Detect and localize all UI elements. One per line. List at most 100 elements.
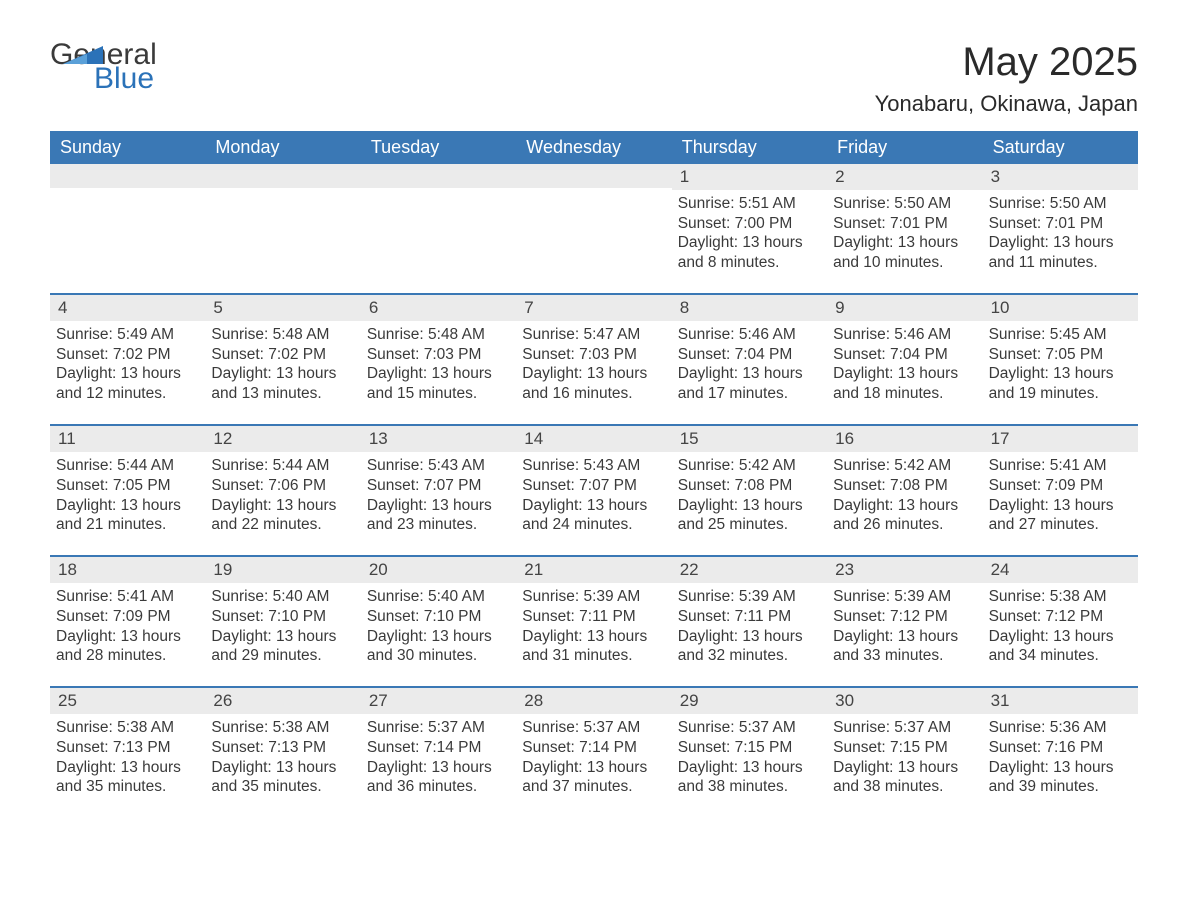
day-cell: 27Sunrise: 5:37 AMSunset: 7:14 PMDayligh… xyxy=(361,688,516,803)
sunrise-line: Sunrise: 5:49 AM xyxy=(56,325,199,345)
day-number: 15 xyxy=(672,426,827,452)
daylight-line-1: Daylight: 13 hours xyxy=(56,627,199,647)
sunrise-line: Sunrise: 5:48 AM xyxy=(367,325,510,345)
day-cell: 29Sunrise: 5:37 AMSunset: 7:15 PMDayligh… xyxy=(672,688,827,803)
day-cell: 13Sunrise: 5:43 AMSunset: 7:07 PMDayligh… xyxy=(361,426,516,541)
sunset-line: Sunset: 7:13 PM xyxy=(211,738,354,758)
sunrise-line: Sunrise: 5:43 AM xyxy=(367,456,510,476)
day-cell: 6Sunrise: 5:48 AMSunset: 7:03 PMDaylight… xyxy=(361,295,516,410)
sunset-line: Sunset: 7:15 PM xyxy=(678,738,821,758)
page-root: General Blue May 2025 Yonabaru, Okinawa,… xyxy=(0,0,1188,843)
day-cell: 8Sunrise: 5:46 AMSunset: 7:04 PMDaylight… xyxy=(672,295,827,410)
sunset-line: Sunset: 7:09 PM xyxy=(989,476,1132,496)
daylight-line-1: Daylight: 13 hours xyxy=(989,627,1132,647)
day-cell: 7Sunrise: 5:47 AMSunset: 7:03 PMDaylight… xyxy=(516,295,671,410)
sunrise-line: Sunrise: 5:39 AM xyxy=(678,587,821,607)
day-cell: 17Sunrise: 5:41 AMSunset: 7:09 PMDayligh… xyxy=(983,426,1138,541)
daylight-line-1: Daylight: 13 hours xyxy=(678,364,821,384)
empty-cell xyxy=(205,164,360,279)
sunrise-line: Sunrise: 5:42 AM xyxy=(833,456,976,476)
day-body: Sunrise: 5:44 AMSunset: 7:06 PMDaylight:… xyxy=(205,452,360,541)
dow-wednesday: Wednesday xyxy=(516,131,671,164)
sunset-line: Sunset: 7:09 PM xyxy=(56,607,199,627)
brand-line2: Blue xyxy=(94,64,157,94)
daylight-line-2: and 11 minutes. xyxy=(989,253,1132,273)
daylight-line-1: Daylight: 13 hours xyxy=(678,758,821,778)
day-body: Sunrise: 5:38 AMSunset: 7:13 PMDaylight:… xyxy=(205,714,360,803)
week-row: 18Sunrise: 5:41 AMSunset: 7:09 PMDayligh… xyxy=(50,555,1138,672)
sunrise-line: Sunrise: 5:39 AM xyxy=(522,587,665,607)
sunrise-line: Sunrise: 5:46 AM xyxy=(833,325,976,345)
sunrise-line: Sunrise: 5:43 AM xyxy=(522,456,665,476)
sunset-line: Sunset: 7:10 PM xyxy=(211,607,354,627)
day-body: Sunrise: 5:48 AMSunset: 7:02 PMDaylight:… xyxy=(205,321,360,410)
day-number: 24 xyxy=(983,557,1138,583)
daylight-line-2: and 17 minutes. xyxy=(678,384,821,404)
day-body: Sunrise: 5:46 AMSunset: 7:04 PMDaylight:… xyxy=(672,321,827,410)
day-number: 31 xyxy=(983,688,1138,714)
dow-tuesday: Tuesday xyxy=(361,131,516,164)
sunset-line: Sunset: 7:13 PM xyxy=(56,738,199,758)
day-cell: 15Sunrise: 5:42 AMSunset: 7:08 PMDayligh… xyxy=(672,426,827,541)
sunset-line: Sunset: 7:11 PM xyxy=(678,607,821,627)
day-cell: 12Sunrise: 5:44 AMSunset: 7:06 PMDayligh… xyxy=(205,426,360,541)
sunset-line: Sunset: 7:11 PM xyxy=(522,607,665,627)
week-row: 25Sunrise: 5:38 AMSunset: 7:13 PMDayligh… xyxy=(50,686,1138,803)
daylight-line-2: and 38 minutes. xyxy=(833,777,976,797)
daylight-line-2: and 39 minutes. xyxy=(989,777,1132,797)
sunrise-line: Sunrise: 5:41 AM xyxy=(56,587,199,607)
day-number: 23 xyxy=(827,557,982,583)
sunrise-line: Sunrise: 5:41 AM xyxy=(989,456,1132,476)
daylight-line-2: and 31 minutes. xyxy=(522,646,665,666)
daylight-line-2: and 24 minutes. xyxy=(522,515,665,535)
daylight-line-2: and 29 minutes. xyxy=(211,646,354,666)
daylight-line-1: Daylight: 13 hours xyxy=(678,233,821,253)
sunrise-line: Sunrise: 5:45 AM xyxy=(989,325,1132,345)
sunset-line: Sunset: 7:01 PM xyxy=(989,214,1132,234)
daylight-line-2: and 21 minutes. xyxy=(56,515,199,535)
day-cell: 25Sunrise: 5:38 AMSunset: 7:13 PMDayligh… xyxy=(50,688,205,803)
sunrise-line: Sunrise: 5:38 AM xyxy=(56,718,199,738)
day-cell: 16Sunrise: 5:42 AMSunset: 7:08 PMDayligh… xyxy=(827,426,982,541)
day-body: Sunrise: 5:37 AMSunset: 7:14 PMDaylight:… xyxy=(516,714,671,803)
sunrise-line: Sunrise: 5:38 AM xyxy=(211,718,354,738)
sunrise-line: Sunrise: 5:44 AM xyxy=(56,456,199,476)
day-cell: 10Sunrise: 5:45 AMSunset: 7:05 PMDayligh… xyxy=(983,295,1138,410)
daylight-line-1: Daylight: 13 hours xyxy=(833,758,976,778)
day-body: Sunrise: 5:42 AMSunset: 7:08 PMDaylight:… xyxy=(672,452,827,541)
day-number: 21 xyxy=(516,557,671,583)
daylight-line-2: and 26 minutes. xyxy=(833,515,976,535)
empty-cell xyxy=(361,164,516,279)
day-body: Sunrise: 5:48 AMSunset: 7:03 PMDaylight:… xyxy=(361,321,516,410)
sunrise-line: Sunrise: 5:42 AM xyxy=(678,456,821,476)
week-row: 4Sunrise: 5:49 AMSunset: 7:02 PMDaylight… xyxy=(50,293,1138,410)
day-number: 16 xyxy=(827,426,982,452)
day-body: Sunrise: 5:46 AMSunset: 7:04 PMDaylight:… xyxy=(827,321,982,410)
day-cell: 3Sunrise: 5:50 AMSunset: 7:01 PMDaylight… xyxy=(983,164,1138,279)
sunrise-line: Sunrise: 5:48 AM xyxy=(211,325,354,345)
weeks-container: 1Sunrise: 5:51 AMSunset: 7:00 PMDaylight… xyxy=(50,164,1138,803)
daylight-line-1: Daylight: 13 hours xyxy=(211,758,354,778)
day-number: 20 xyxy=(361,557,516,583)
day-cell: 26Sunrise: 5:38 AMSunset: 7:13 PMDayligh… xyxy=(205,688,360,803)
daylight-line-1: Daylight: 13 hours xyxy=(56,364,199,384)
day-number: 1 xyxy=(672,164,827,190)
daylight-line-2: and 37 minutes. xyxy=(522,777,665,797)
day-cell: 9Sunrise: 5:46 AMSunset: 7:04 PMDaylight… xyxy=(827,295,982,410)
sunset-line: Sunset: 7:05 PM xyxy=(56,476,199,496)
day-body: Sunrise: 5:37 AMSunset: 7:14 PMDaylight:… xyxy=(361,714,516,803)
sunrise-line: Sunrise: 5:50 AM xyxy=(833,194,976,214)
daylight-line-2: and 27 minutes. xyxy=(989,515,1132,535)
day-cell: 2Sunrise: 5:50 AMSunset: 7:01 PMDaylight… xyxy=(827,164,982,279)
day-cell: 21Sunrise: 5:39 AMSunset: 7:11 PMDayligh… xyxy=(516,557,671,672)
daylight-line-1: Daylight: 13 hours xyxy=(678,627,821,647)
daylight-line-2: and 36 minutes. xyxy=(367,777,510,797)
sunset-line: Sunset: 7:05 PM xyxy=(989,345,1132,365)
dow-monday: Monday xyxy=(205,131,360,164)
daylight-line-1: Daylight: 13 hours xyxy=(56,758,199,778)
day-body: Sunrise: 5:49 AMSunset: 7:02 PMDaylight:… xyxy=(50,321,205,410)
daylight-line-1: Daylight: 13 hours xyxy=(522,364,665,384)
day-body: Sunrise: 5:43 AMSunset: 7:07 PMDaylight:… xyxy=(516,452,671,541)
week-row: 11Sunrise: 5:44 AMSunset: 7:05 PMDayligh… xyxy=(50,424,1138,541)
day-cell: 4Sunrise: 5:49 AMSunset: 7:02 PMDaylight… xyxy=(50,295,205,410)
